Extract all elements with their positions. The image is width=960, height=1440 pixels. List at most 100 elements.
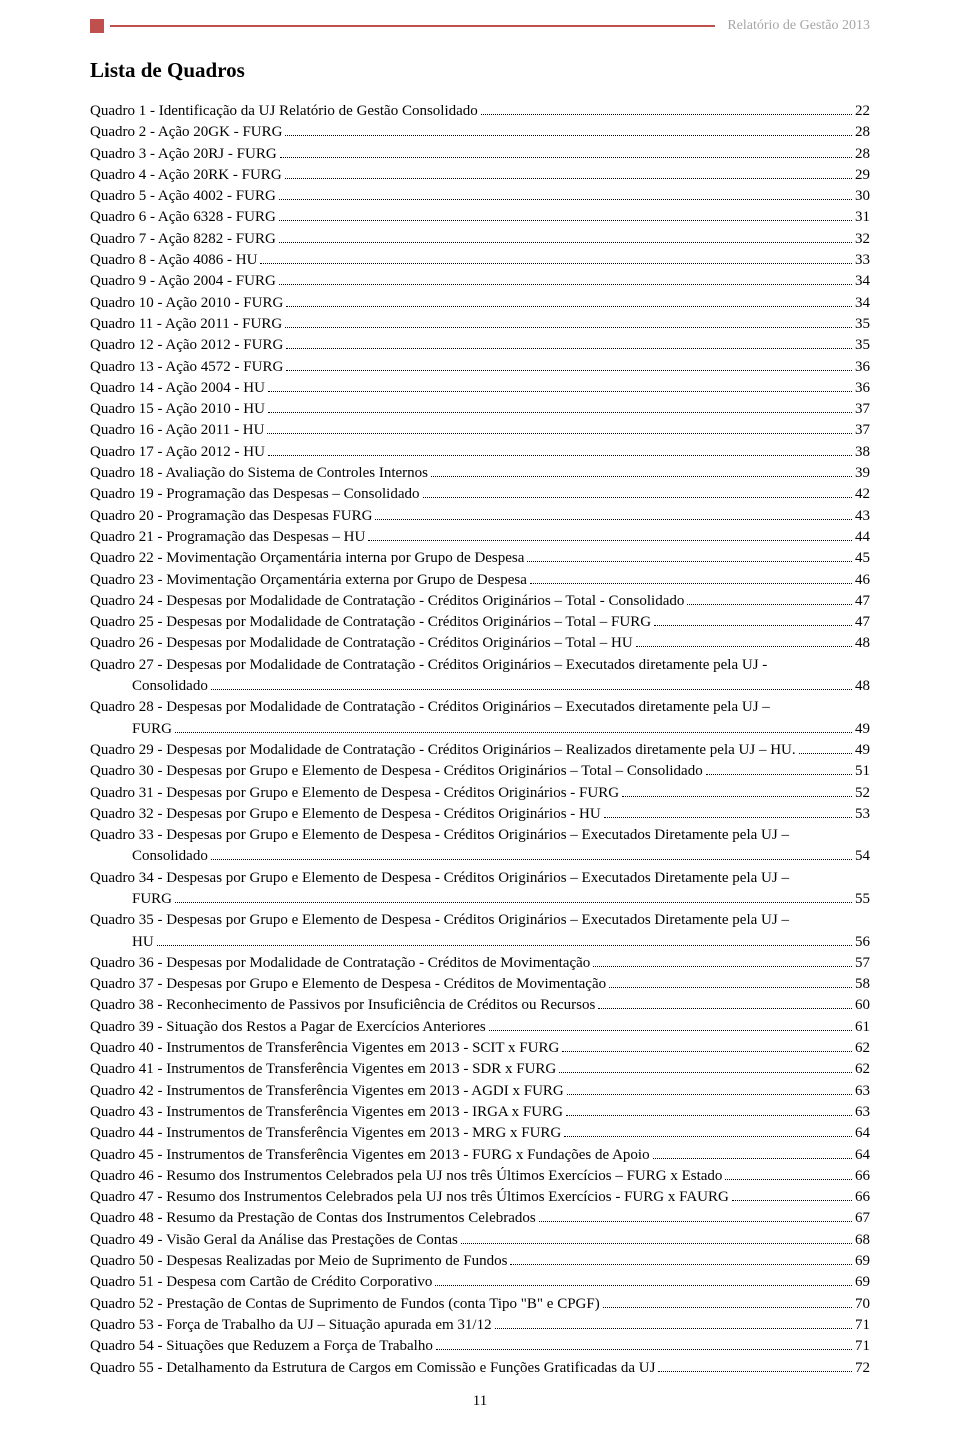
toc-row: Quadro 55 - Detalhamento da Estrutura de… [90, 1358, 870, 1379]
toc-leader-dots [435, 1285, 852, 1286]
toc-row: Quadro 49 - Visão Geral da Análise das P… [90, 1230, 870, 1251]
toc-leader-dots [567, 1094, 852, 1095]
toc-row: Quadro 41 - Instrumentos de Transferênci… [90, 1059, 870, 1080]
toc-row: Quadro 9 - Ação 2004 - FURG34 [90, 271, 870, 292]
toc-row: FURG49 [90, 719, 870, 740]
toc-leader-dots [706, 774, 852, 775]
toc-page-number: 61 [855, 1017, 870, 1038]
toc-row: Quadro 33 - Despesas por Grupo e Element… [90, 825, 870, 846]
toc-page-number: 42 [855, 484, 870, 505]
toc-page-number: 32 [855, 229, 870, 250]
toc-page-number: 34 [855, 293, 870, 314]
toc-page-number: 49 [855, 740, 870, 761]
toc-row: Quadro 21 - Programação das Despesas – H… [90, 527, 870, 548]
toc-page-number: 69 [855, 1251, 870, 1272]
toc-row: Quadro 30 - Despesas por Grupo e Element… [90, 761, 870, 782]
toc-entry-text: Quadro 45 - Instrumentos de Transferênci… [90, 1145, 650, 1166]
toc-page-number: 38 [855, 442, 870, 463]
toc-entry-text: Quadro 20 - Programação das Despesas FUR… [90, 506, 372, 527]
toc-entry-text: Quadro 8 - Ação 4086 - HU [90, 250, 257, 271]
toc-row: Quadro 47 - Resumo dos Instrumentos Cele… [90, 1187, 870, 1208]
toc-row: Quadro 7 - Ação 8282 - FURG32 [90, 229, 870, 250]
toc-entry-text: Quadro 29 - Despesas por Modalidade de C… [90, 740, 796, 761]
toc-entry-text: Quadro 22 - Movimentação Orçamentária in… [90, 548, 524, 569]
header-text: Relatório de Gestão 2013 [727, 18, 870, 34]
toc-entry-text: Quadro 39 - Situação dos Restos a Pagar … [90, 1017, 486, 1038]
toc-leader-dots [268, 455, 852, 456]
toc-page-number: 67 [855, 1208, 870, 1229]
toc-page-number: 64 [855, 1123, 870, 1144]
toc-entry-text: Quadro 46 - Resumo dos Instrumentos Cele… [90, 1166, 722, 1187]
toc-row: Quadro 19 - Programação das Despesas – C… [90, 484, 870, 505]
toc-page-number: 47 [855, 591, 870, 612]
header-accent-box [90, 19, 104, 33]
toc-leader-dots [279, 242, 852, 243]
toc-leader-dots [495, 1328, 852, 1329]
toc-leader-dots [280, 157, 852, 158]
toc-row: HU56 [90, 932, 870, 953]
toc-row: Quadro 15 - Ação 2010 - HU37 [90, 399, 870, 420]
toc-row: Quadro 18 - Avaliação do Sistema de Cont… [90, 463, 870, 484]
toc-leader-dots [622, 796, 852, 797]
toc-entry-text: FURG [132, 719, 172, 740]
toc-entry-text: Quadro 26 - Despesas por Modalidade de C… [90, 633, 633, 654]
toc-row: Quadro 12 - Ação 2012 - FURG35 [90, 335, 870, 356]
toc-leader-dots [609, 987, 852, 988]
toc-entry-text: Quadro 14 - Ação 2004 - HU [90, 378, 265, 399]
toc-page-number: 39 [855, 463, 870, 484]
toc-entry-text: Quadro 48 - Resumo da Prestação de Conta… [90, 1208, 536, 1229]
toc-row: Quadro 16 - Ação 2011 - HU37 [90, 420, 870, 441]
toc-page-number: 57 [855, 953, 870, 974]
header-accent-line [110, 25, 715, 27]
toc-leader-dots [481, 114, 852, 115]
toc-row: Quadro 4 - Ação 20RK - FURG29 [90, 165, 870, 186]
page-title: Lista de Quadros [90, 58, 870, 83]
toc-page-number: 63 [855, 1102, 870, 1123]
toc-page-number: 48 [855, 676, 870, 697]
toc-leader-dots [658, 1371, 852, 1372]
toc-leader-dots [260, 263, 852, 264]
toc-row: Consolidado48 [90, 676, 870, 697]
toc-page-number: 28 [855, 122, 870, 143]
toc-entry-text: Quadro 12 - Ação 2012 - FURG [90, 335, 283, 356]
toc-page-number: 35 [855, 314, 870, 335]
toc-entry-text: Quadro 55 - Detalhamento da Estrutura de… [90, 1358, 655, 1379]
toc-leader-dots [423, 497, 852, 498]
toc-entry-text: Quadro 40 - Instrumentos de Transferênci… [90, 1038, 559, 1059]
toc-page-number: 44 [855, 527, 870, 548]
toc-entry-text: Quadro 10 - Ação 2010 - FURG [90, 293, 283, 314]
toc-entry-text: Quadro 35 - Despesas por Grupo e Element… [90, 910, 789, 931]
toc-page-number: 45 [855, 548, 870, 569]
toc-page-number: 66 [855, 1187, 870, 1208]
toc-leader-dots [211, 859, 852, 860]
toc-row: Quadro 14 - Ação 2004 - HU 36 [90, 378, 870, 399]
toc-page-number: 36 [855, 378, 870, 399]
toc-entry-text: Quadro 19 - Programação das Despesas – C… [90, 484, 420, 505]
toc-entry-text: Quadro 17 - Ação 2012 - HU [90, 442, 265, 463]
toc-leader-dots [286, 370, 852, 371]
toc-row: Quadro 34 - Despesas por Grupo e Element… [90, 868, 870, 889]
toc-page-number: 60 [855, 995, 870, 1016]
toc-row: Quadro 44 - Instrumentos de Transferênci… [90, 1123, 870, 1144]
toc-entry-text: Quadro 42 - Instrumentos de Transferênci… [90, 1081, 564, 1102]
toc-page-number: 36 [855, 357, 870, 378]
toc-leader-dots [799, 753, 852, 754]
toc-row: Quadro 40 - Instrumentos de Transferênci… [90, 1038, 870, 1059]
toc-page-number: 71 [855, 1315, 870, 1336]
toc-entry-text: Quadro 34 - Despesas por Grupo e Element… [90, 868, 789, 889]
toc-row: Quadro 37 - Despesas por Grupo e Element… [90, 974, 870, 995]
toc-page-number: 71 [855, 1336, 870, 1357]
toc-leader-dots [593, 966, 852, 967]
toc-leader-dots [436, 1349, 852, 1350]
toc-entry-text: Quadro 21 - Programação das Despesas – H… [90, 527, 365, 548]
toc-leader-dots [285, 327, 852, 328]
toc-entry-text: Quadro 5 - Ação 4002 - FURG [90, 186, 276, 207]
toc-leader-dots [489, 1030, 852, 1031]
toc-page-number: 70 [855, 1294, 870, 1315]
toc-leader-dots [157, 945, 852, 946]
toc-leader-dots [562, 1051, 852, 1052]
toc-entry-text: Quadro 50 - Despesas Realizadas por Meio… [90, 1251, 507, 1272]
toc-entry-text: Quadro 32 - Despesas por Grupo e Element… [90, 804, 601, 825]
toc-row: Quadro 54 - Situações que Reduzem a Forç… [90, 1336, 870, 1357]
toc-page-number: 34 [855, 271, 870, 292]
